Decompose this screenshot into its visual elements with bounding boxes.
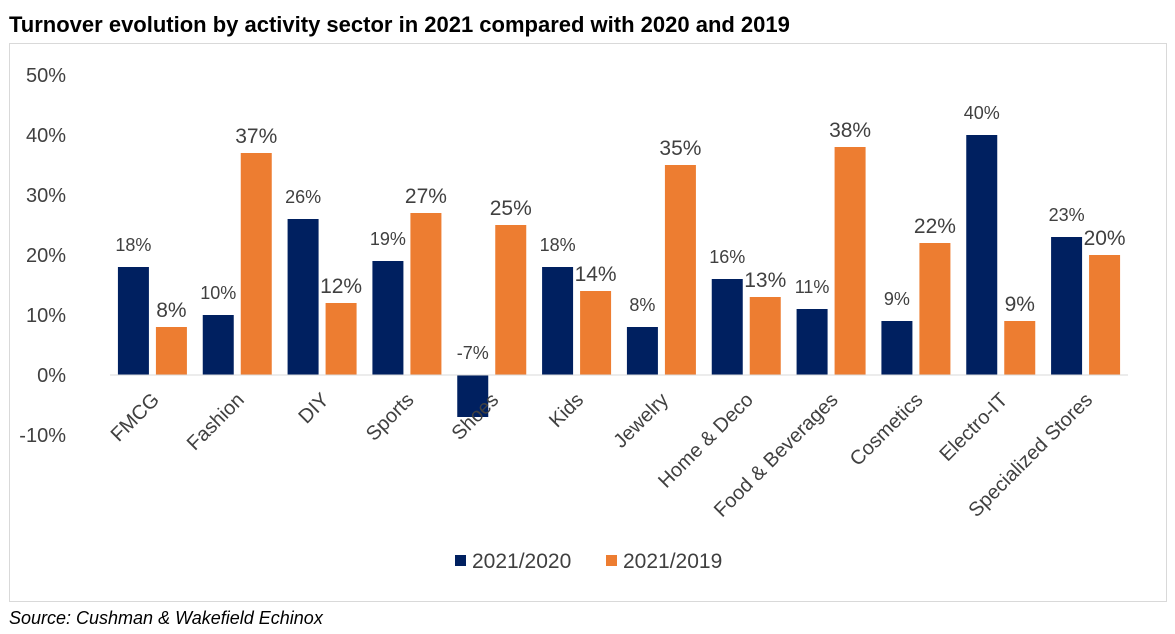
data-label: 14% (575, 263, 617, 286)
bar-series1 (626, 327, 658, 375)
bar-series1 (966, 135, 998, 375)
data-label: 20% (1084, 227, 1126, 250)
data-label: 35% (659, 137, 701, 160)
data-label: -7% (457, 343, 489, 363)
bar-series2 (240, 153, 272, 375)
data-label: 12% (320, 275, 362, 298)
bar-series2 (664, 165, 696, 375)
data-label: 22% (914, 215, 956, 238)
chart-area: -10% 0% 10% 20% 30% 40% 50% 18% 10% 26% 19% -7% 18%… (9, 43, 1167, 602)
data-label: 26% (285, 187, 321, 207)
bar-series1 (372, 261, 404, 375)
x-tick-label: FMCG (107, 389, 164, 446)
data-label: 27% (405, 185, 447, 208)
legend: 2021/2020 2021/2019 (455, 550, 722, 573)
bar-series1 (202, 315, 234, 375)
x-tick-label: Cosmetics (846, 389, 928, 471)
bar-series2 (325, 303, 357, 375)
bar-series1 (1051, 237, 1083, 375)
y-tick-label: -10% (19, 425, 66, 447)
bar-series2 (580, 291, 612, 375)
data-label: 9% (1005, 293, 1035, 316)
data-label: 40% (964, 103, 1000, 123)
bar-chart: -10%0%10%20%30%40%50% 18%10%26%19%-7%18%… (19, 65, 1128, 573)
source-note: Source: Cushman & Wakefield Echinox (9, 608, 323, 628)
x-tick-label: Jewelry (609, 389, 672, 452)
bar-series1 (881, 321, 913, 375)
legend-label: 2021/2020 (472, 550, 571, 573)
y-axis: -10% 0% 10% 20% 30% 40% 50% (19, 65, 66, 447)
x-tick-label: Fashion (183, 389, 249, 455)
bar-series2 (495, 225, 527, 375)
bar-series2 (919, 243, 951, 375)
legend-swatch (606, 555, 617, 566)
x-axis: FMCG Fashion DIY Sports Shoes Kids JewelryHome… (107, 389, 1097, 522)
bar-series2 (1089, 255, 1121, 375)
x-tick-label: Electro-IT (935, 389, 1012, 466)
x-tick-label: Sports (362, 389, 418, 445)
data-labels: 18% 10% 26% 19% -7% 18% 8% 16% 11% 9% 40% 23% 8% 37% 1… (115, 103, 1125, 363)
x-tick-label: DIY (294, 389, 333, 428)
data-label: 19% (370, 229, 406, 249)
y-tick-label: 0% (37, 365, 66, 387)
chart-title: Turnover evolution by activity sector in… (9, 12, 790, 37)
data-label: 8% (629, 295, 655, 315)
data-label: 16% (709, 247, 745, 267)
y-tick-label: 40% (26, 125, 66, 147)
bar-series1 (457, 375, 489, 417)
data-label: 23% (1049, 205, 1085, 225)
legend-label: 2021/2019 (623, 550, 722, 573)
legend-swatch (455, 555, 466, 566)
y-tick-label: 50% (26, 65, 66, 87)
data-label: 9% (884, 289, 910, 309)
bar-series1 (542, 267, 574, 375)
bar-series2 (834, 147, 866, 375)
data-label: 18% (115, 235, 151, 255)
bar-series1 (287, 219, 319, 375)
data-label: 8% (156, 299, 186, 322)
y-tick-label: 20% (26, 245, 66, 267)
data-label: 25% (490, 197, 532, 220)
bar-series1 (796, 309, 828, 375)
data-label: 37% (235, 125, 277, 148)
bar-series1 (117, 267, 149, 375)
bar-series2 (410, 213, 442, 375)
y-tick-label: 30% (26, 185, 66, 207)
data-label: 38% (829, 119, 871, 142)
y-tick-label: 10% (26, 305, 66, 327)
data-label: 13% (744, 269, 786, 292)
bar-series1 (711, 279, 743, 375)
bars (117, 135, 1121, 417)
bar-series2 (749, 297, 781, 375)
data-label: 11% (795, 277, 830, 297)
bar-series2 (1004, 321, 1036, 375)
data-label: 18% (540, 235, 576, 255)
data-label: 10% (200, 283, 236, 303)
bar-series2 (155, 327, 187, 375)
x-tick-label: Kids (545, 389, 588, 432)
